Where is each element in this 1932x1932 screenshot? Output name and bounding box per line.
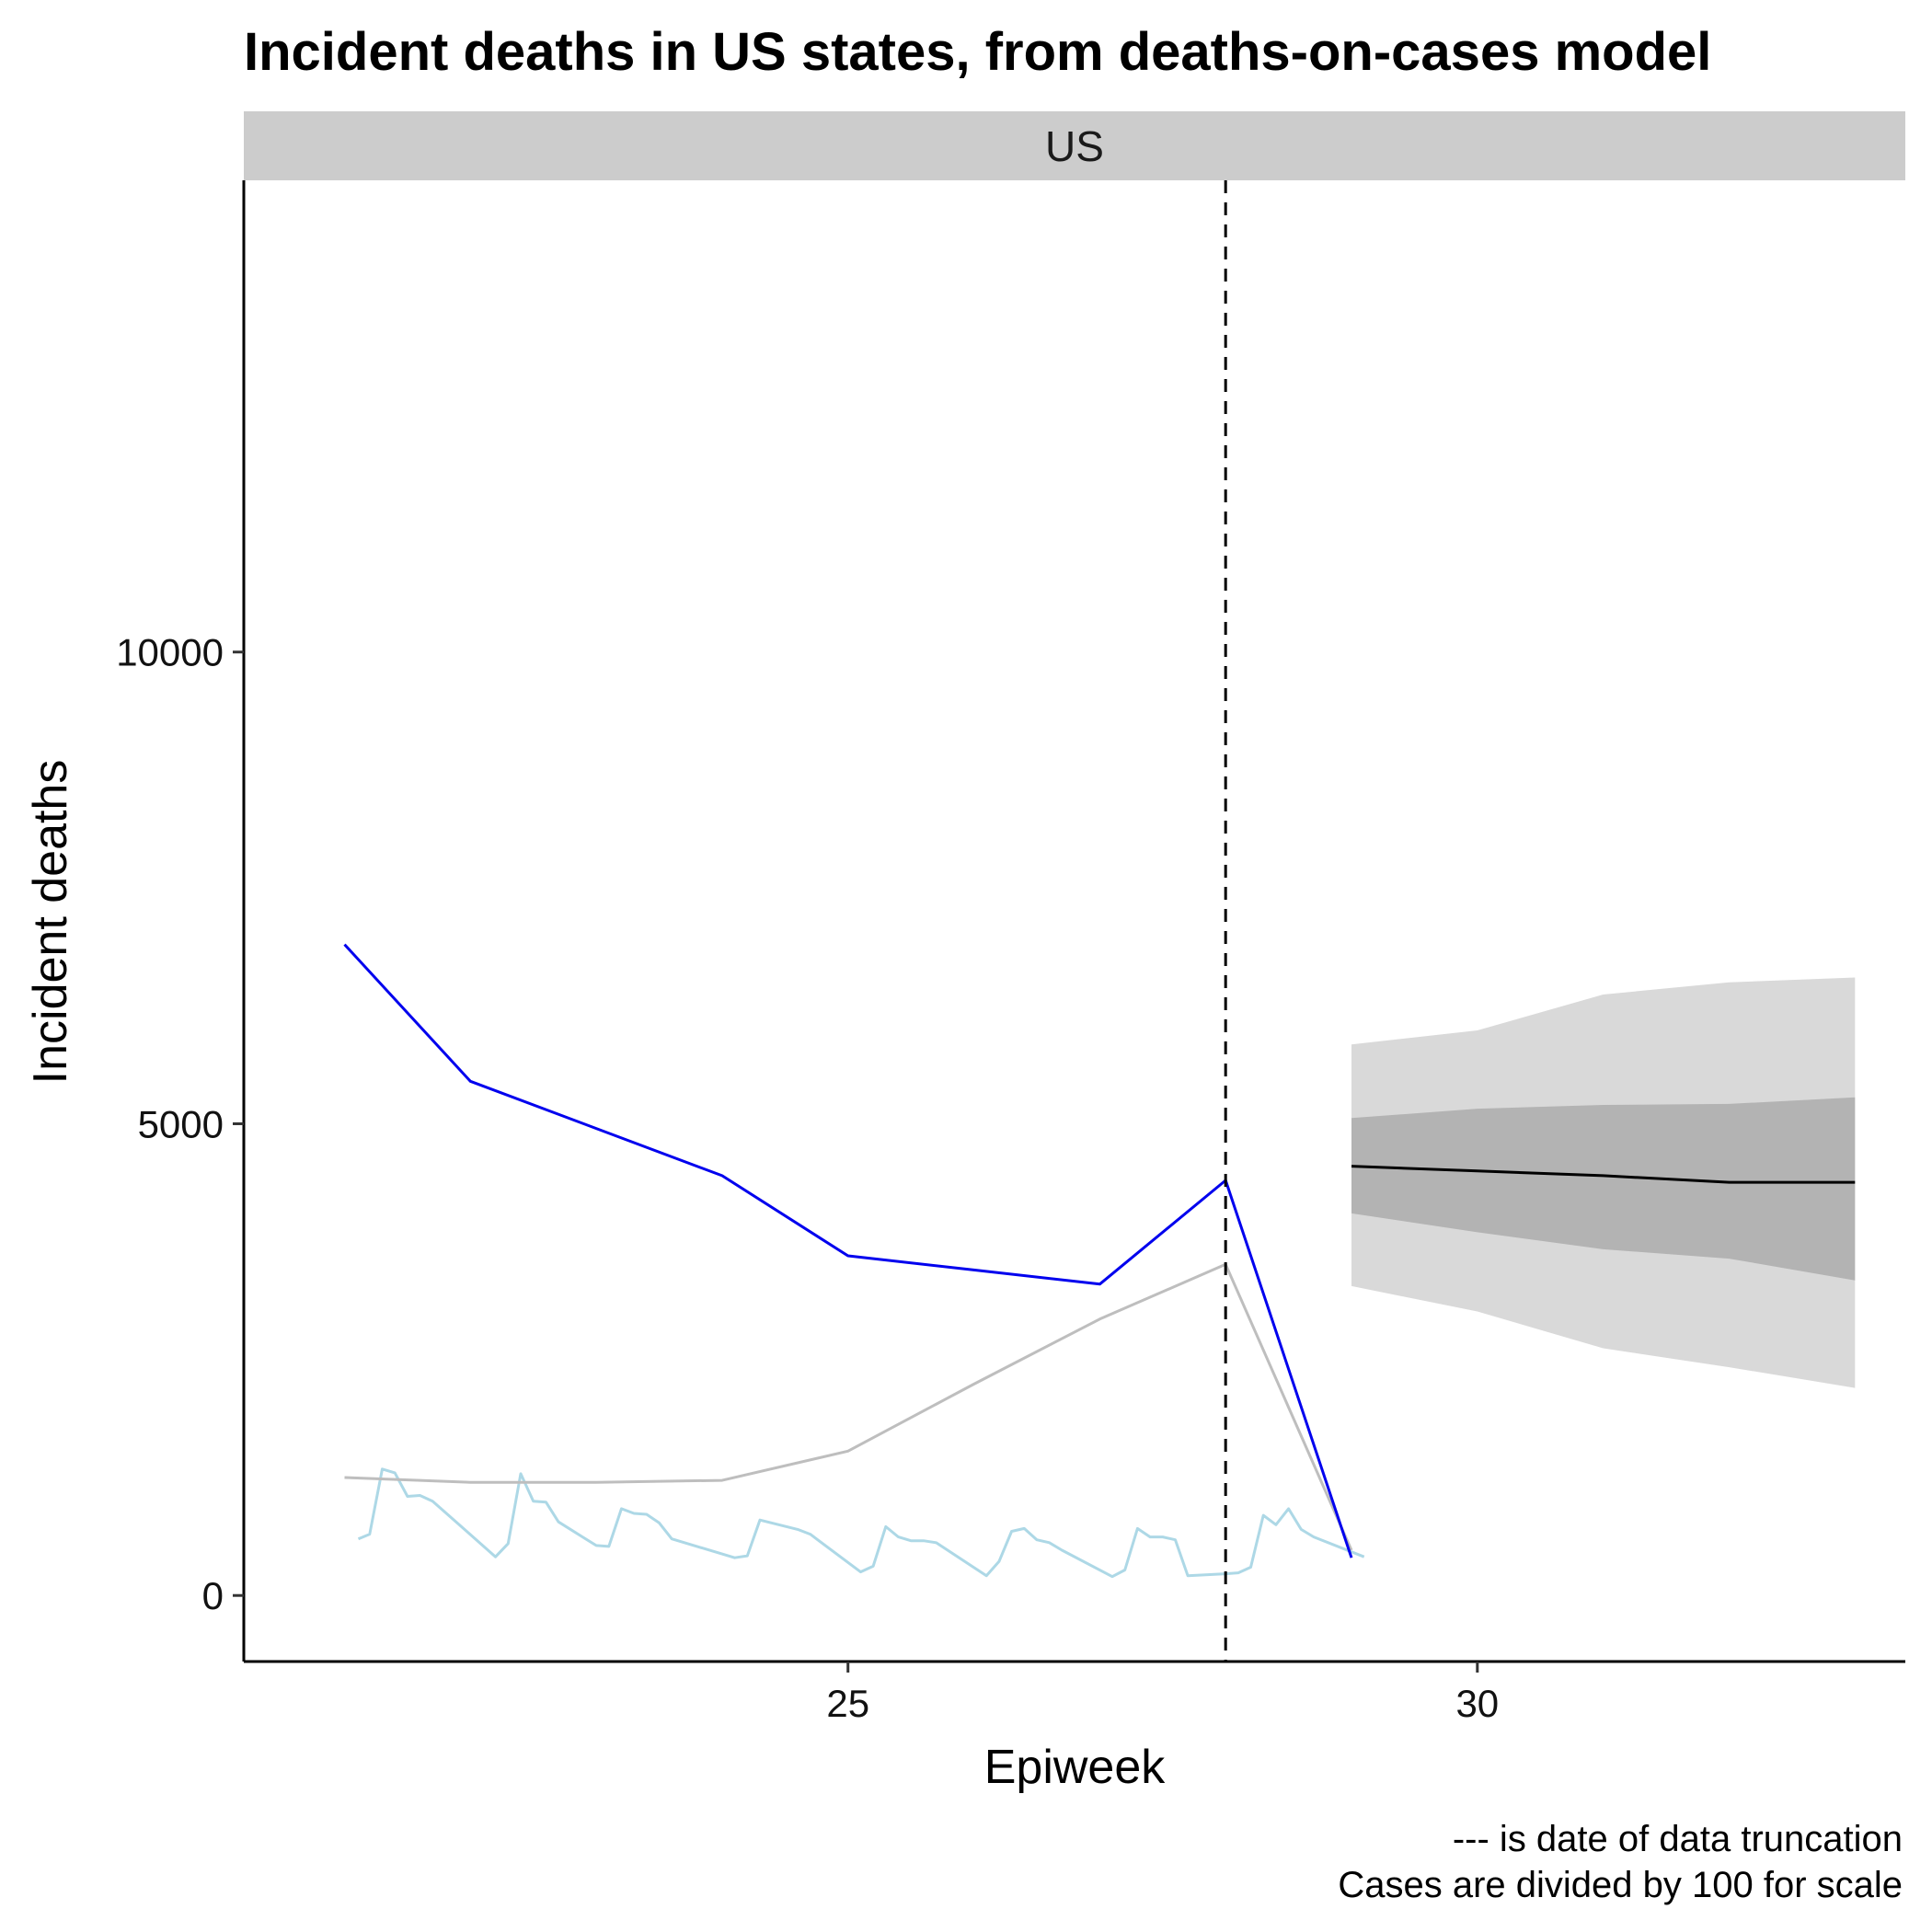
x-tick-label: 25 [826, 1682, 869, 1725]
facet-label: US [1045, 122, 1104, 170]
forecast-median-line [1351, 1165, 1856, 1184]
x-axis-title: Epiweek [984, 1741, 1167, 1794]
y-axis-title: Incident deaths [24, 760, 77, 1085]
x-tick-label: 30 [1455, 1682, 1499, 1725]
series-lines [343, 943, 1856, 1579]
forecast-bands [1351, 977, 1856, 1388]
chart-title: Incident deaths in US states, from death… [244, 22, 1711, 82]
series-line-cases-daily [357, 1467, 1365, 1579]
y-tick-label: 5000 [138, 1102, 224, 1145]
caption-truncation: --- is date of data truncation [1453, 1819, 1903, 1859]
series-line-cases-weekly [344, 1262, 1353, 1551]
y-tick-label: 0 [202, 1574, 224, 1617]
y-tick-label: 10000 [116, 631, 224, 674]
series-line-deaths [343, 943, 1353, 1558]
x-ticks: 25 30 [826, 1662, 1499, 1725]
forecast-inner-band [1351, 1097, 1856, 1281]
y-ticks: 0 5000 10000 [116, 631, 244, 1617]
facet-strip [244, 111, 1905, 180]
caption-scale: Cases are divided by 100 for scale [1338, 1865, 1903, 1905]
